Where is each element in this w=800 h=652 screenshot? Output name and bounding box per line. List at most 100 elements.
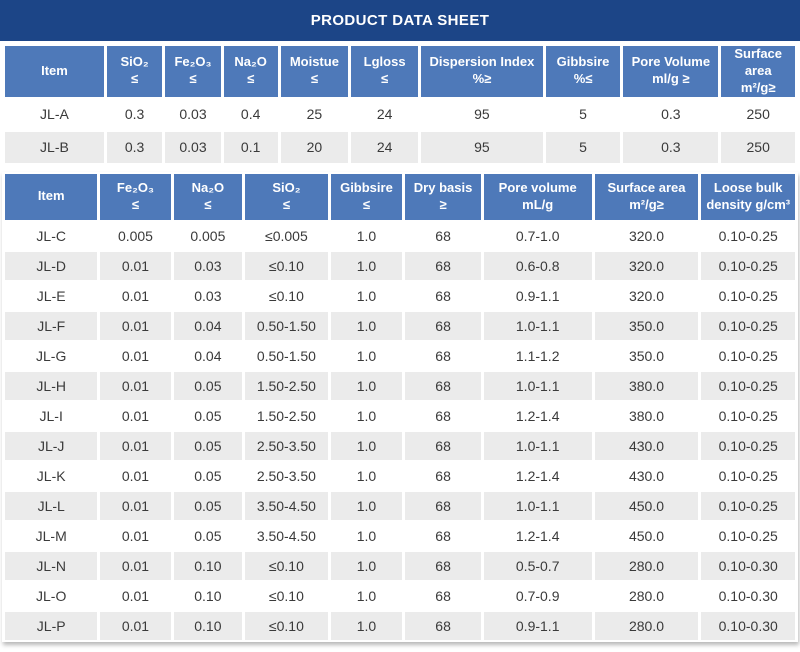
header-sublabel: ml/g ≥ <box>652 71 690 87</box>
value-cell: 1.0 <box>330 281 403 310</box>
value-cell: 0.10-0.30 <box>701 581 795 610</box>
value-cell: 25 <box>280 98 349 130</box>
value-cell: 0.1 <box>223 131 278 163</box>
header-sublabel: %≥ <box>472 71 492 87</box>
table-row: JL-D 0.01 0.03 ≤0.10 1.0 68 0.6-0.8 320.0 0.10-0… <box>5 251 795 280</box>
header-label: Gibbsire <box>340 179 393 195</box>
value-cell: 1.0 <box>330 251 403 280</box>
value-cell: 0.03 <box>173 281 243 310</box>
value-cell: 430.0 <box>594 461 699 490</box>
value-cell: 68 <box>405 401 481 430</box>
value-cell: 1.0 <box>330 611 403 640</box>
header-sublabel: ≤ <box>247 71 255 87</box>
spec-table-2-body: JL-C 0.005 0.005 ≤0.005 1.0 68 0.7-1.0 320.0 0.1… <box>5 221 795 640</box>
table-row: JL-N 0.01 0.10 ≤0.10 1.0 68 0.5-0.7 280.0 0.10-0… <box>5 551 795 580</box>
header-cell: Pore Volume ml/g ≥ <box>623 46 719 97</box>
value-cell: 0.01 <box>100 281 171 310</box>
value-cell: 0.04 <box>173 341 243 370</box>
value-cell: ≤0.005 <box>245 221 328 250</box>
header-label: SiO₂ <box>120 54 149 70</box>
value-cell: 0.10-0.25 <box>701 251 795 280</box>
value-cell: 0.10-0.30 <box>701 551 795 580</box>
value-cell: ≤0.10 <box>245 281 328 310</box>
value-cell: 68 <box>405 461 481 490</box>
header-cell: Fe₂O₃ ≤ <box>165 46 221 97</box>
table-row: JL-B 0.3 0.03 0.1 20 24 95 5 0.3 250 <box>5 131 795 163</box>
header-label: Surface area <box>734 46 783 78</box>
value-cell: 1.50-2.50 <box>245 371 328 400</box>
value-cell: 20 <box>280 131 349 163</box>
value-cell: 0.10-0.25 <box>701 401 795 430</box>
value-cell: 68 <box>405 251 481 280</box>
value-cell: 0.9-1.1 <box>483 281 592 310</box>
value-cell: 0.01 <box>100 491 171 520</box>
value-cell: 280.0 <box>594 581 699 610</box>
header-sublabel: ≤ <box>131 71 139 87</box>
value-cell: 0.50-1.50 <box>245 311 328 340</box>
value-cell: 0.10-0.25 <box>701 311 795 340</box>
value-cell: 1.0 <box>330 551 403 580</box>
item-cell: JL-E <box>5 281 98 310</box>
table-row: JL-M 0.01 0.05 3.50-4.50 1.0 68 1.2-1.4 450.0 0.… <box>5 521 795 550</box>
value-cell: 320.0 <box>594 281 699 310</box>
value-cell: 0.01 <box>100 341 171 370</box>
value-cell: 24 <box>351 98 419 130</box>
value-cell: 0.01 <box>100 611 171 640</box>
value-cell: 450.0 <box>594 491 699 520</box>
value-cell: 0.10-0.25 <box>701 341 795 370</box>
item-cell: JL-N <box>5 551 98 580</box>
page-title: PRODUCT DATA SHEET <box>310 12 490 29</box>
value-cell: 0.50-1.50 <box>245 341 328 370</box>
header-cell: Surface area m²/g≥ <box>594 173 699 220</box>
value-cell: 0.005 <box>100 221 171 250</box>
value-cell: 1.0-1.1 <box>483 371 592 400</box>
header-sublabel: ≤ <box>381 71 389 87</box>
value-cell: 0.10 <box>173 551 243 580</box>
header-cell: Lgloss ≤ <box>351 46 419 97</box>
item-cell: JL-K <box>5 461 98 490</box>
value-cell: 0.01 <box>100 521 171 550</box>
value-cell: 1.2-1.4 <box>483 521 592 550</box>
value-cell: 0.7-0.9 <box>483 581 592 610</box>
value-cell: 1.0 <box>330 221 403 250</box>
header-cell: Na₂O ≤ <box>173 173 243 220</box>
header-label: Gibbsire <box>556 54 610 70</box>
item-cell: JL-H <box>5 371 98 400</box>
value-cell: 350.0 <box>594 341 699 370</box>
value-cell: 0.7-1.0 <box>483 221 592 250</box>
spec-table-1-header: Item SiO₂ ≤ Fe₂O₃ ≤ Na₂O ≤ Moistue ≤ Lgloss ≤ Dispe… <box>5 46 795 97</box>
value-cell: 250 <box>721 98 795 130</box>
header-sublabel: ≤ <box>189 71 197 87</box>
value-cell: 68 <box>405 491 481 520</box>
header-sublabel: ≤ <box>282 196 290 212</box>
header-label: Fe₂O₃ <box>174 54 212 70</box>
value-cell: ≤0.10 <box>245 251 328 280</box>
value-cell: 380.0 <box>594 401 699 430</box>
value-cell: 0.01 <box>100 371 171 400</box>
value-cell: 1.2-1.4 <box>483 401 592 430</box>
header-sublabel: mL/g <box>522 196 554 212</box>
value-cell: 280.0 <box>594 551 699 580</box>
value-cell: 1.1-1.2 <box>483 341 592 370</box>
header-sublabel: ≤ <box>362 196 371 212</box>
header-label: Item <box>37 188 65 204</box>
header-cell: Fe₂O₃ ≤ <box>100 173 171 220</box>
value-cell: 3.50-4.50 <box>245 521 328 550</box>
value-cell: 0.01 <box>100 551 171 580</box>
header-label: Item <box>41 62 68 78</box>
value-cell: 0.05 <box>173 401 243 430</box>
value-cell: 24 <box>351 131 419 163</box>
header-cell: Na₂O ≤ <box>223 46 278 97</box>
table-row: JL-O 0.01 0.10 ≤0.10 1.0 68 0.7-0.9 280.0 0.10-0… <box>5 581 795 610</box>
value-cell: 430.0 <box>594 431 699 460</box>
header-label: Loose bulk <box>713 179 783 195</box>
table-row: JL-P 0.01 0.10 ≤0.10 1.0 68 0.9-1.1 280.0 0.10-0… <box>5 611 795 640</box>
value-cell: 3.50-4.50 <box>245 491 328 520</box>
value-cell: 350.0 <box>594 311 699 340</box>
header-label: Pore volume <box>498 179 577 195</box>
value-cell: 5 <box>545 98 621 130</box>
value-cell: 1.0 <box>330 341 403 370</box>
item-cell: JL-O <box>5 581 98 610</box>
spec-table-2: Item Fe₂O₃ ≤ Na₂O ≤ SiO₂ ≤ Gibbsire ≤ Dry basis ≥ P… <box>2 172 798 642</box>
